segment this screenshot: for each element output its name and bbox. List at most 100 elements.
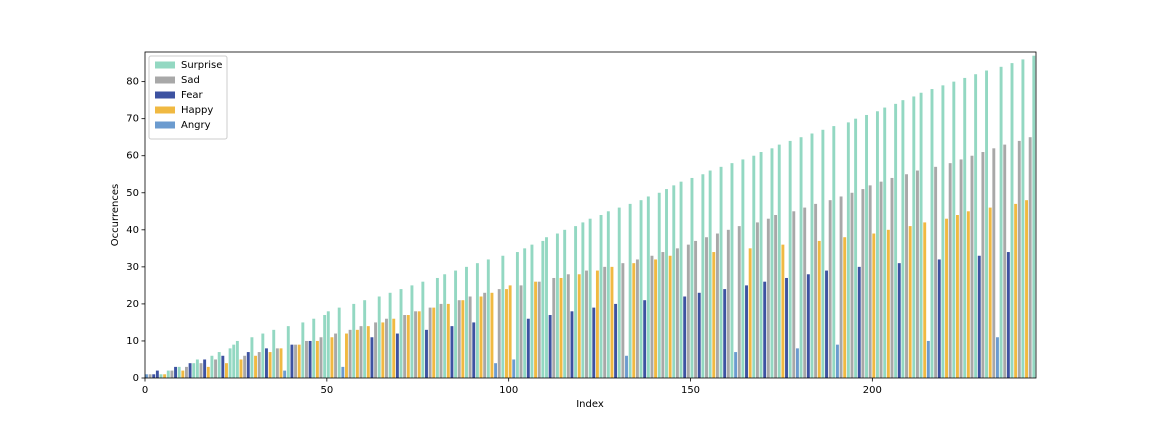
bar <box>610 266 614 378</box>
bar <box>777 144 781 378</box>
bar <box>574 226 578 378</box>
legend-label: Surprise <box>181 60 222 71</box>
bar <box>177 366 181 378</box>
bar <box>930 89 934 378</box>
bar <box>919 92 923 378</box>
bar <box>766 218 770 378</box>
bar <box>941 85 945 378</box>
legend-swatch <box>155 76 175 84</box>
bar <box>505 289 508 378</box>
bar <box>595 270 599 378</box>
bar <box>712 252 716 378</box>
bar <box>592 307 596 378</box>
bar <box>192 363 196 378</box>
bar <box>381 322 385 378</box>
bar <box>566 274 570 378</box>
y-axis-label: Occurrences <box>110 184 121 246</box>
bar <box>217 352 221 378</box>
bar <box>835 344 839 378</box>
legend-label: Sad <box>181 75 200 86</box>
plot-frame <box>144 51 1037 379</box>
bar <box>854 118 858 378</box>
bar <box>305 340 308 378</box>
bar <box>810 133 814 378</box>
bar <box>625 355 628 378</box>
bar <box>148 374 152 378</box>
bar <box>243 355 247 378</box>
bar <box>526 318 530 378</box>
bar <box>785 277 788 378</box>
bar <box>203 359 207 378</box>
bar <box>1003 144 1007 378</box>
bar <box>530 244 534 378</box>
bar <box>570 311 574 378</box>
bar <box>875 111 879 378</box>
bar <box>686 244 690 378</box>
bar <box>1014 203 1018 378</box>
bar <box>170 370 174 378</box>
bar <box>934 166 938 378</box>
bar <box>821 129 825 378</box>
bar <box>239 359 243 378</box>
bar <box>435 277 439 378</box>
bar <box>290 344 294 378</box>
bar <box>519 285 523 378</box>
bar <box>719 166 723 378</box>
bar <box>279 348 283 378</box>
bar <box>774 215 778 378</box>
bar <box>1010 63 1014 378</box>
bar <box>963 77 967 378</box>
bar <box>908 226 912 378</box>
bar <box>366 326 370 378</box>
bar <box>621 263 625 378</box>
bar <box>614 303 618 378</box>
bar <box>985 70 988 378</box>
bar <box>468 296 472 378</box>
bar <box>159 374 163 378</box>
bar <box>937 259 941 378</box>
bar <box>166 370 170 378</box>
bar <box>308 340 312 378</box>
bar <box>345 333 348 378</box>
bar <box>694 240 698 378</box>
bar <box>155 370 159 378</box>
bar <box>679 181 683 378</box>
bar <box>206 366 210 378</box>
bar <box>708 170 712 378</box>
bar <box>665 189 668 378</box>
bar <box>675 248 679 378</box>
x-tick-label: 0 <box>142 385 148 396</box>
legend-swatch <box>155 121 175 129</box>
bar <box>210 355 214 378</box>
bar <box>974 74 978 379</box>
bar <box>428 307 432 378</box>
bar <box>945 218 948 378</box>
bar <box>723 289 727 378</box>
bar <box>726 229 730 378</box>
bar <box>257 352 261 378</box>
x-tick-label: 50 <box>320 385 333 396</box>
bar <box>992 148 996 378</box>
bar <box>152 374 156 378</box>
bar <box>890 177 894 378</box>
bar <box>792 211 796 378</box>
bar <box>555 233 559 378</box>
bar <box>301 322 305 378</box>
y-tick-label: 0 <box>133 373 139 384</box>
bar <box>534 281 538 378</box>
bar <box>865 114 868 379</box>
bar <box>734 352 738 378</box>
x-tick-label: 100 <box>499 385 518 396</box>
bar <box>446 303 450 378</box>
bar <box>388 292 392 378</box>
bar <box>646 196 650 378</box>
bar <box>265 348 268 378</box>
bar <box>392 318 396 378</box>
bar <box>1028 137 1032 378</box>
bar <box>272 329 276 378</box>
bar <box>628 203 632 378</box>
bar <box>817 240 821 378</box>
bar <box>563 229 567 378</box>
bar <box>432 307 436 378</box>
